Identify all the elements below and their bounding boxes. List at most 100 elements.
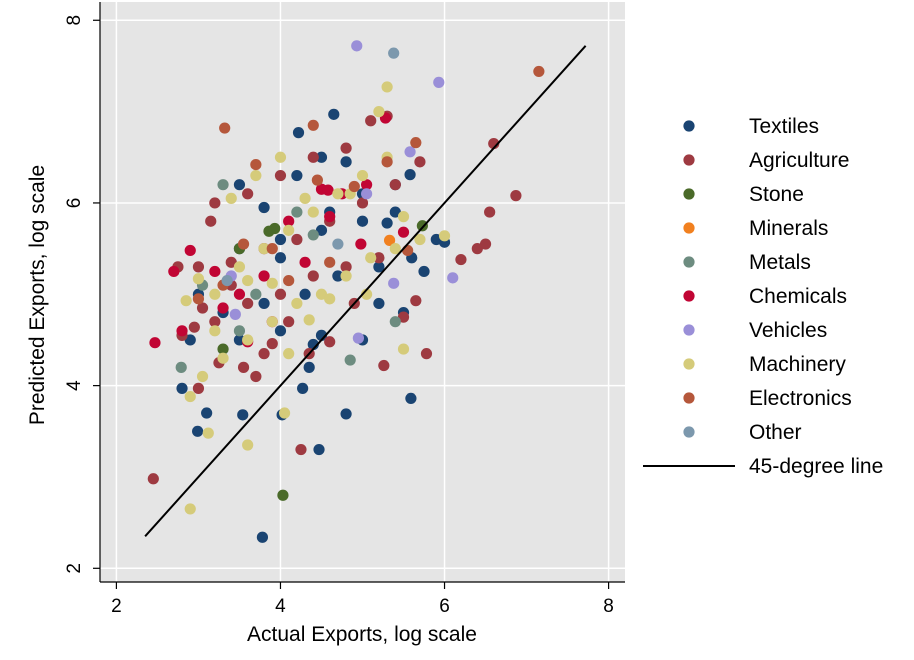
y-tick-label: 4 xyxy=(64,380,85,391)
point-agriculture xyxy=(356,197,369,209)
point-machinery xyxy=(266,277,278,289)
point-electronics xyxy=(219,122,231,134)
point-chemicals xyxy=(233,288,246,300)
legend-label-textiles: Textiles xyxy=(749,115,819,138)
point-machinery xyxy=(303,314,315,326)
point-vehicles xyxy=(361,188,373,200)
point-machinery xyxy=(250,169,262,182)
point-textiles xyxy=(184,334,196,346)
x-tick-label: 2 xyxy=(111,596,122,617)
x-axis: 2 4 6 8 xyxy=(100,581,625,617)
point-textiles xyxy=(418,265,430,278)
point-textiles xyxy=(258,201,270,214)
point-chemicals xyxy=(149,337,161,349)
point-machinery xyxy=(373,106,385,118)
x-tick-label: 8 xyxy=(603,596,614,617)
point-machinery xyxy=(381,81,393,93)
y-tick-label: 8 xyxy=(64,15,85,26)
point-textiles xyxy=(340,408,352,420)
point-textiles xyxy=(201,407,213,419)
point-machinery xyxy=(225,192,237,204)
point-textiles xyxy=(192,425,204,437)
point-chemicals xyxy=(361,179,373,191)
legend-marker-electronics xyxy=(683,392,695,404)
point-metals xyxy=(291,206,303,218)
point-electronics xyxy=(192,293,205,305)
point-chemicals xyxy=(168,265,180,278)
point-chemicals xyxy=(217,302,229,314)
point-textiles xyxy=(340,156,352,168)
point-agriculture xyxy=(378,359,390,372)
point-textiles xyxy=(297,382,309,394)
point-agriculture xyxy=(484,206,496,218)
point-vehicles xyxy=(404,146,416,158)
plot-area xyxy=(100,2,625,582)
point-textiles xyxy=(373,297,385,310)
point-textiles xyxy=(381,217,393,229)
point-agriculture xyxy=(242,297,254,310)
point-textiles xyxy=(274,325,287,337)
point-machinery xyxy=(217,352,229,364)
point-textiles xyxy=(274,233,287,246)
point-vehicles xyxy=(447,272,459,284)
point-agriculture xyxy=(510,190,522,202)
x-tick-label: 6 xyxy=(439,596,450,617)
point-textiles xyxy=(291,169,303,182)
point-electronics xyxy=(283,274,295,287)
point-agriculture xyxy=(274,288,287,300)
point-machinery xyxy=(414,233,426,246)
point-vehicles xyxy=(433,76,445,88)
point-other xyxy=(221,274,233,287)
point-electronics xyxy=(266,243,278,255)
point-electronics xyxy=(307,119,319,131)
legend-marker-agriculture xyxy=(683,154,695,166)
point-machinery xyxy=(299,192,311,204)
point-chemicals xyxy=(258,270,270,282)
legend-label-stone: Stone xyxy=(749,183,804,206)
point-vehicles xyxy=(352,332,364,344)
x-axis-title: Actual Exports, log scale xyxy=(247,623,477,646)
point-agriculture xyxy=(410,295,422,307)
point-machinery xyxy=(266,316,278,328)
y-axis: 2 4 6 8 xyxy=(64,2,101,582)
legend-marker-chemicals xyxy=(683,290,695,302)
point-agriculture xyxy=(209,197,221,209)
point-agriculture xyxy=(205,215,217,227)
point-agriculture xyxy=(340,142,352,154)
point-textiles xyxy=(404,169,416,181)
legend-marker-machinery xyxy=(683,358,695,370)
point-machinery xyxy=(180,295,192,307)
point-textiles xyxy=(292,127,305,139)
point-agriculture xyxy=(283,316,295,328)
point-agriculture xyxy=(242,188,254,200)
point-metals xyxy=(389,316,401,328)
point-machinery xyxy=(291,297,303,310)
point-agriculture xyxy=(373,252,385,264)
point-other xyxy=(388,47,400,59)
point-stone xyxy=(263,225,275,237)
point-chemicals xyxy=(299,256,311,268)
point-textiles xyxy=(299,288,311,300)
point-textiles xyxy=(176,382,188,394)
point-agriculture xyxy=(266,338,278,350)
y-tick-label: 6 xyxy=(64,198,85,209)
legend-label-other: Other xyxy=(749,421,802,444)
point-stone xyxy=(416,220,428,232)
point-textiles xyxy=(303,361,315,373)
point-textiles xyxy=(237,409,249,421)
legend-label-minerals: Minerals xyxy=(749,217,828,240)
point-agriculture xyxy=(291,233,303,246)
point-electronics xyxy=(381,156,393,168)
point-machinery xyxy=(258,243,270,255)
point-machinery xyxy=(365,252,377,264)
legend-label-chemicals: Chemicals xyxy=(749,285,847,308)
point-vehicles xyxy=(351,40,363,52)
point-agriculture xyxy=(414,156,426,168)
point-machinery xyxy=(324,293,336,305)
legend-label-machinery: Machinery xyxy=(749,353,846,376)
legend-label-45-degree-line: 45-degree line xyxy=(749,455,883,478)
point-machinery xyxy=(307,206,319,218)
point-agriculture xyxy=(420,348,433,360)
point-agriculture xyxy=(225,256,237,268)
